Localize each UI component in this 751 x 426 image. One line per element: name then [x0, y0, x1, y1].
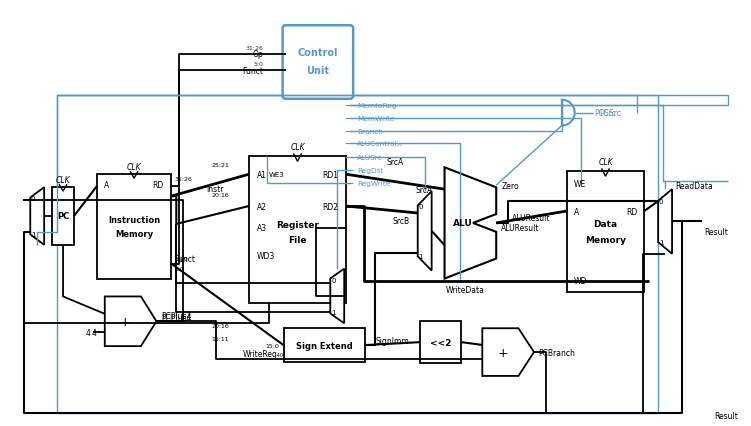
Text: ALUControl₂₀: ALUControl₂₀ [357, 141, 403, 147]
Text: PCSrc: PCSrc [599, 109, 621, 118]
Text: 1: 1 [331, 310, 336, 316]
Bar [97, 175, 171, 279]
Polygon shape [330, 269, 344, 323]
Text: A1: A1 [257, 170, 267, 179]
Text: SrcB: SrcB [393, 217, 410, 226]
Text: ALUSrc: ALUSrc [357, 155, 383, 161]
Text: Funct: Funct [174, 255, 195, 264]
Text: ReadData: ReadData [675, 181, 713, 190]
Text: PC: PC [57, 212, 69, 221]
Text: Branch: Branch [357, 128, 383, 134]
Polygon shape [482, 328, 534, 376]
Text: ALU: ALU [453, 219, 472, 228]
Text: 0: 0 [331, 277, 336, 283]
Text: PCBranch: PCBranch [538, 348, 575, 357]
Text: Sign Extend: Sign Extend [296, 341, 353, 350]
Polygon shape [418, 192, 432, 271]
Polygon shape [105, 297, 156, 346]
Text: WD3: WD3 [257, 252, 275, 261]
FancyBboxPatch shape [282, 26, 353, 100]
Text: 4: 4 [92, 328, 97, 337]
Polygon shape [445, 168, 496, 279]
Text: Zero: Zero [501, 181, 519, 190]
Text: CLK: CLK [290, 143, 305, 152]
Text: Instr: Instr [207, 184, 224, 193]
Text: Memory: Memory [115, 229, 153, 238]
Text: 0: 0 [31, 196, 35, 201]
Text: +: + [120, 315, 131, 328]
Text: CLK: CLK [599, 158, 613, 167]
Text: 15:0: 15:0 [265, 343, 279, 348]
Text: Result: Result [704, 227, 728, 236]
Text: SrcA: SrcA [415, 185, 433, 194]
Text: Control: Control [297, 48, 338, 58]
Text: SignImm: SignImm [376, 336, 409, 345]
Text: 0: 0 [418, 204, 423, 210]
Text: 31:26: 31:26 [174, 176, 192, 181]
Text: RD: RD [626, 207, 638, 216]
Text: Memory: Memory [585, 236, 626, 245]
Text: CLK: CLK [127, 162, 141, 171]
Text: ALUResult: ALUResult [501, 224, 540, 233]
Text: +: + [498, 346, 508, 359]
Text: Result: Result [713, 411, 737, 420]
Text: A3: A3 [257, 224, 267, 233]
Polygon shape [30, 188, 44, 245]
Text: Unit: Unit [306, 66, 330, 76]
Text: Data: Data [593, 220, 617, 229]
Text: WE: WE [574, 179, 586, 188]
Text: 5:0: 5:0 [174, 267, 184, 271]
Text: Instruction: Instruction [108, 216, 160, 225]
Text: File: File [288, 236, 306, 245]
Text: RegWrite: RegWrite [357, 181, 391, 187]
Bar [52, 188, 74, 245]
Text: 1: 1 [659, 239, 663, 245]
Text: 1: 1 [418, 253, 423, 259]
Text: PCPlus4: PCPlus4 [161, 313, 192, 322]
Text: WriteReg₄₀: WriteReg₄₀ [243, 349, 284, 358]
Text: 25:21: 25:21 [211, 162, 229, 167]
Text: ALUResult: ALUResult [512, 214, 550, 223]
Text: MemtoReg: MemtoReg [357, 103, 397, 109]
Text: WriteData: WriteData [446, 285, 485, 294]
Text: A2: A2 [257, 202, 267, 211]
Polygon shape [658, 190, 672, 254]
Text: PCSrc: PCSrc [595, 109, 617, 118]
Text: Funct: Funct [243, 66, 264, 75]
Text: WD: WD [574, 276, 587, 285]
Text: SrcA: SrcA [387, 158, 404, 167]
Bar [420, 322, 461, 363]
Text: MemWrite: MemWrite [357, 115, 394, 121]
Text: 15:11: 15:11 [211, 336, 229, 341]
Text: RD2: RD2 [322, 202, 338, 211]
Text: PCPlus4: PCPlus4 [161, 311, 192, 320]
Text: WE3: WE3 [269, 172, 285, 178]
Text: RD1: RD1 [322, 170, 338, 179]
Text: RD: RD [152, 180, 164, 189]
Text: A: A [574, 207, 579, 216]
Text: CLK: CLK [56, 176, 71, 184]
Text: Register: Register [276, 221, 319, 230]
Bar [567, 172, 644, 293]
Text: A: A [104, 180, 109, 189]
Text: 15:0: 15:0 [174, 256, 188, 262]
Text: <<2: <<2 [430, 338, 451, 347]
Text: 5:0: 5:0 [254, 62, 264, 67]
Text: 20:16: 20:16 [211, 323, 229, 328]
Bar [284, 328, 365, 362]
Text: 1: 1 [31, 231, 35, 237]
Text: Op: Op [253, 50, 264, 59]
Text: 20:16: 20:16 [211, 192, 229, 197]
Bar [249, 157, 346, 304]
Text: RegDst: RegDst [357, 168, 383, 174]
Text: 0: 0 [659, 199, 663, 204]
Text: 4: 4 [86, 328, 91, 337]
Text: 31:26: 31:26 [246, 46, 264, 51]
